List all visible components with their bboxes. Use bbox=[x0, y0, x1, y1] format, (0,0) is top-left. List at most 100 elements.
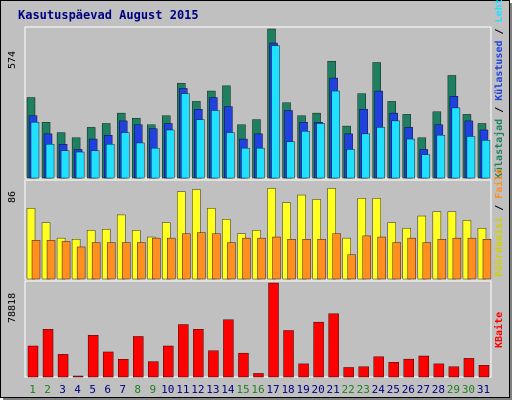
bar-bandwidth bbox=[193, 329, 204, 378]
bar-files bbox=[482, 239, 492, 280]
x-tick-label: 11 bbox=[176, 383, 189, 396]
bar-pages bbox=[241, 147, 250, 179]
bar-files bbox=[272, 236, 281, 280]
bar-bandwidth bbox=[42, 329, 54, 378]
bar-files bbox=[257, 237, 266, 280]
bar-files bbox=[242, 237, 251, 280]
x-tick-label: 1 bbox=[29, 383, 36, 396]
x-tick-label: 16 bbox=[251, 383, 264, 396]
bar-pages bbox=[271, 45, 280, 179]
bar-bandwidth bbox=[463, 358, 475, 378]
bar-files bbox=[452, 237, 462, 280]
bar-bandwidth bbox=[102, 351, 114, 378]
bar-pages bbox=[316, 123, 325, 179]
bar-bandwidth bbox=[178, 324, 189, 378]
bar-files bbox=[467, 237, 477, 280]
bar-files bbox=[197, 232, 206, 280]
bar-pages bbox=[30, 121, 40, 179]
bar-bandwidth bbox=[148, 361, 159, 378]
bar-files bbox=[212, 233, 221, 280]
bar-bandwidth bbox=[448, 366, 460, 378]
bar-files bbox=[31, 240, 41, 280]
bar-files bbox=[167, 237, 176, 280]
bar-bandwidth bbox=[343, 367, 354, 378]
bar-files bbox=[137, 242, 146, 280]
bar-bandwidth bbox=[87, 335, 99, 378]
x-tick-label: 25 bbox=[387, 383, 400, 396]
bar-files bbox=[302, 239, 311, 280]
x-tick-label: 30 bbox=[462, 383, 475, 396]
bar-pages bbox=[436, 134, 446, 179]
bar-bandwidth bbox=[238, 352, 249, 378]
x-tick-label: 2 bbox=[44, 383, 51, 396]
x-tick-label: 7 bbox=[119, 383, 126, 396]
x-tick-label: 20 bbox=[312, 383, 325, 396]
bar-files bbox=[392, 242, 401, 280]
bar-pages bbox=[256, 147, 265, 179]
x-tick-label: 4 bbox=[74, 383, 81, 396]
bar-pages bbox=[105, 144, 115, 179]
bar-pages bbox=[376, 127, 385, 179]
bar-bandwidth bbox=[57, 354, 69, 378]
bar-files bbox=[46, 240, 56, 280]
bar-files bbox=[287, 239, 296, 280]
bar-bandwidth bbox=[313, 321, 324, 378]
x-tick-label: 15 bbox=[236, 383, 249, 396]
x-tick-label: 9 bbox=[149, 383, 156, 396]
bar-bandwidth bbox=[72, 375, 84, 378]
bar-hits bbox=[267, 188, 276, 280]
x-tick-label: 12 bbox=[191, 383, 204, 396]
x-tick-label: 5 bbox=[89, 383, 96, 396]
bar-pages bbox=[421, 154, 431, 179]
bar-pages bbox=[226, 132, 235, 179]
bar-files bbox=[347, 254, 356, 280]
bar-files bbox=[152, 237, 161, 280]
bar-pages bbox=[136, 142, 145, 179]
bar-files bbox=[332, 233, 341, 280]
bar-files bbox=[121, 242, 131, 280]
bar-pages bbox=[466, 136, 476, 179]
bar-pages bbox=[451, 107, 461, 179]
x-tick-label: 13 bbox=[206, 383, 219, 396]
bar-files bbox=[76, 246, 86, 280]
bar-files bbox=[317, 239, 326, 280]
bar-pages bbox=[60, 150, 70, 179]
bar-pages bbox=[286, 141, 295, 179]
bar-files bbox=[61, 241, 71, 280]
bar-bandwidth bbox=[418, 355, 430, 378]
bar-bandwidth bbox=[117, 359, 129, 378]
bar-bandwidth bbox=[27, 345, 39, 378]
x-tick-label: 21 bbox=[327, 383, 340, 396]
bar-bandwidth bbox=[268, 282, 279, 378]
bar-bandwidth bbox=[373, 356, 384, 378]
bar-bandwidth bbox=[478, 365, 490, 378]
x-tick-label: 28 bbox=[432, 383, 445, 396]
bar-files bbox=[227, 242, 236, 280]
bar-pages bbox=[120, 132, 130, 179]
bar-bandwidth bbox=[163, 345, 174, 378]
bar-files bbox=[422, 242, 432, 280]
bar-pages bbox=[481, 140, 491, 179]
x-tick-label: 8 bbox=[134, 383, 141, 396]
bar-files bbox=[407, 237, 417, 280]
bar-files bbox=[362, 235, 371, 280]
x-tick-label: 23 bbox=[357, 383, 370, 396]
x-tick-label: 22 bbox=[342, 383, 355, 396]
bar-pages bbox=[391, 120, 400, 179]
bar-bandwidth bbox=[283, 330, 294, 378]
bar-pages bbox=[361, 133, 370, 179]
bar-pages bbox=[331, 90, 340, 179]
x-tick-label: 6 bbox=[104, 383, 111, 396]
x-tick-label: 3 bbox=[59, 383, 66, 396]
bar-pages bbox=[151, 147, 160, 179]
x-tick-label: 29 bbox=[447, 383, 460, 396]
x-tick-label: 17 bbox=[266, 383, 279, 396]
bar-bandwidth bbox=[388, 362, 399, 378]
bar-bandwidth bbox=[298, 363, 309, 378]
bar-pages bbox=[406, 138, 416, 179]
bar-pages bbox=[75, 151, 85, 179]
bar-pages bbox=[211, 110, 220, 179]
bar-files bbox=[106, 242, 116, 280]
